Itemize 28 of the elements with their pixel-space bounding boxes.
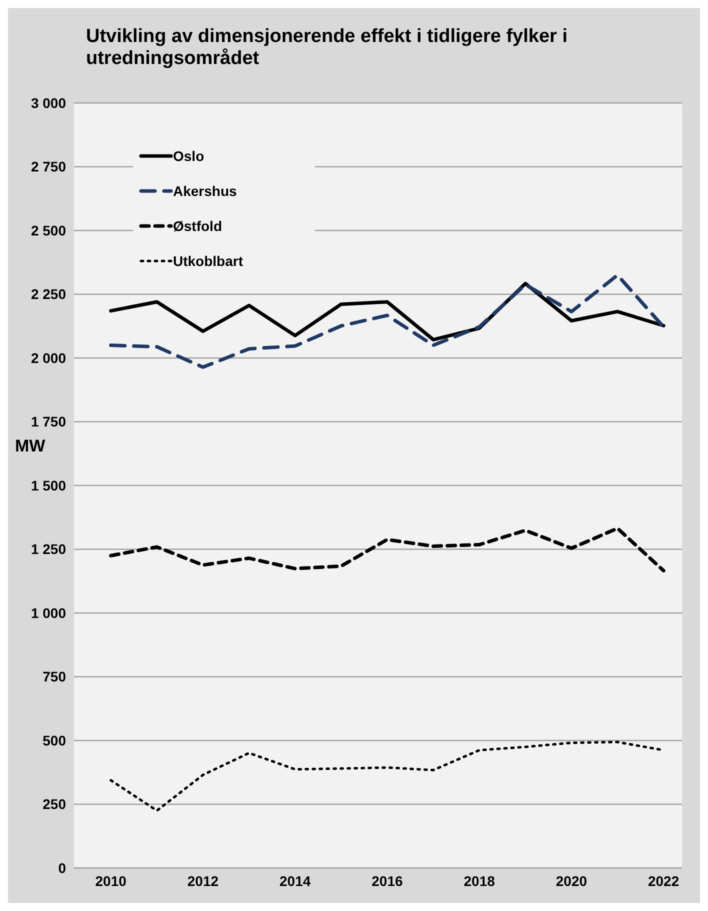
legend-label: Østfold — [173, 218, 222, 234]
y-tick-label: 3 000 — [30, 94, 66, 111]
line-series — [109, 273, 666, 369]
legend-label: Utkoblbart — [173, 252, 243, 268]
x-tick-label: 2012 — [187, 872, 219, 889]
legend-label: Oslo — [173, 148, 204, 164]
y-tick-label: 2 500 — [30, 222, 66, 238]
x-tick-label: 2018 — [464, 872, 496, 889]
y-axis-title: MW — [15, 436, 46, 456]
y-tick-label: 2 750 — [30, 158, 66, 175]
x-tick-label: 2014 — [280, 872, 311, 889]
y-tick-label: 1 750 — [30, 414, 66, 430]
x-tick-label: 2010 — [95, 872, 127, 889]
y-tick-label: 0 — [58, 860, 66, 876]
x-tick-label: 2020 — [556, 872, 588, 889]
y-tick-label: 2 250 — [30, 286, 66, 302]
x-tick-label: 2022 — [648, 872, 680, 889]
chart-title: Utvikling av dimensjonerende effekt i tidligere fylker i utredningsområdet — [86, 26, 568, 70]
y-tick-label: 1 000 — [30, 604, 66, 621]
y-tick-label: 2 000 — [30, 350, 66, 366]
y-tick-label: 500 — [42, 732, 66, 748]
x-tick-label: 2016 — [372, 872, 403, 889]
y-tick-label: 1 250 — [30, 541, 66, 558]
legend-label: Akershus — [173, 182, 237, 198]
y-tick-label: 1 500 — [30, 477, 66, 494]
y-tick-label: 750 — [42, 668, 66, 685]
line-series — [109, 526, 666, 572]
y-tick-label: 250 — [42, 796, 66, 812]
